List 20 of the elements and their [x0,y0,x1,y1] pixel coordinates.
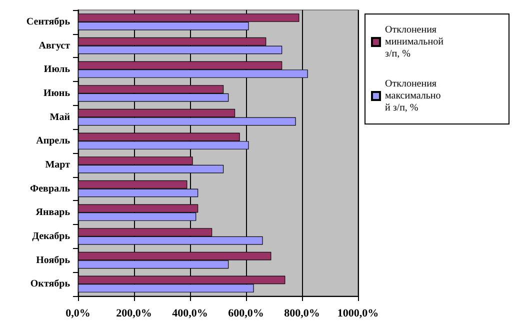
y-tick-label: Октябрь [30,278,71,290]
y-tick-label: Январь [36,207,71,218]
y-tick-label: Ноябрь [36,254,71,266]
y-tick-label: Март [45,159,70,170]
y-tick-label: Апрель [36,136,71,147]
legend-label: Отклонения максимальной з/п, % [385,78,441,114]
x-tick-label: 1000,0% [337,308,379,320]
x-tick-label: 400,0% [172,308,208,320]
x-tick-label: 800,0% [284,308,320,320]
y-tick-label: Декабрь [32,230,71,242]
x-tick-label: 0,0% [66,308,90,320]
y-tick-label: Июль [44,64,71,76]
x-tick-label: 200,0% [116,308,152,320]
y-tick-label: Июнь [44,88,71,99]
y-tick-label: Май [50,112,70,123]
y-tick-label: Сентябрь [26,16,71,28]
legend-label: Отклонения минимальной з/п, % [385,24,446,60]
y-tick-label: Февраль [30,183,71,194]
x-tick-label: 600,0% [228,308,264,320]
y-tick-label: Август [38,40,70,52]
